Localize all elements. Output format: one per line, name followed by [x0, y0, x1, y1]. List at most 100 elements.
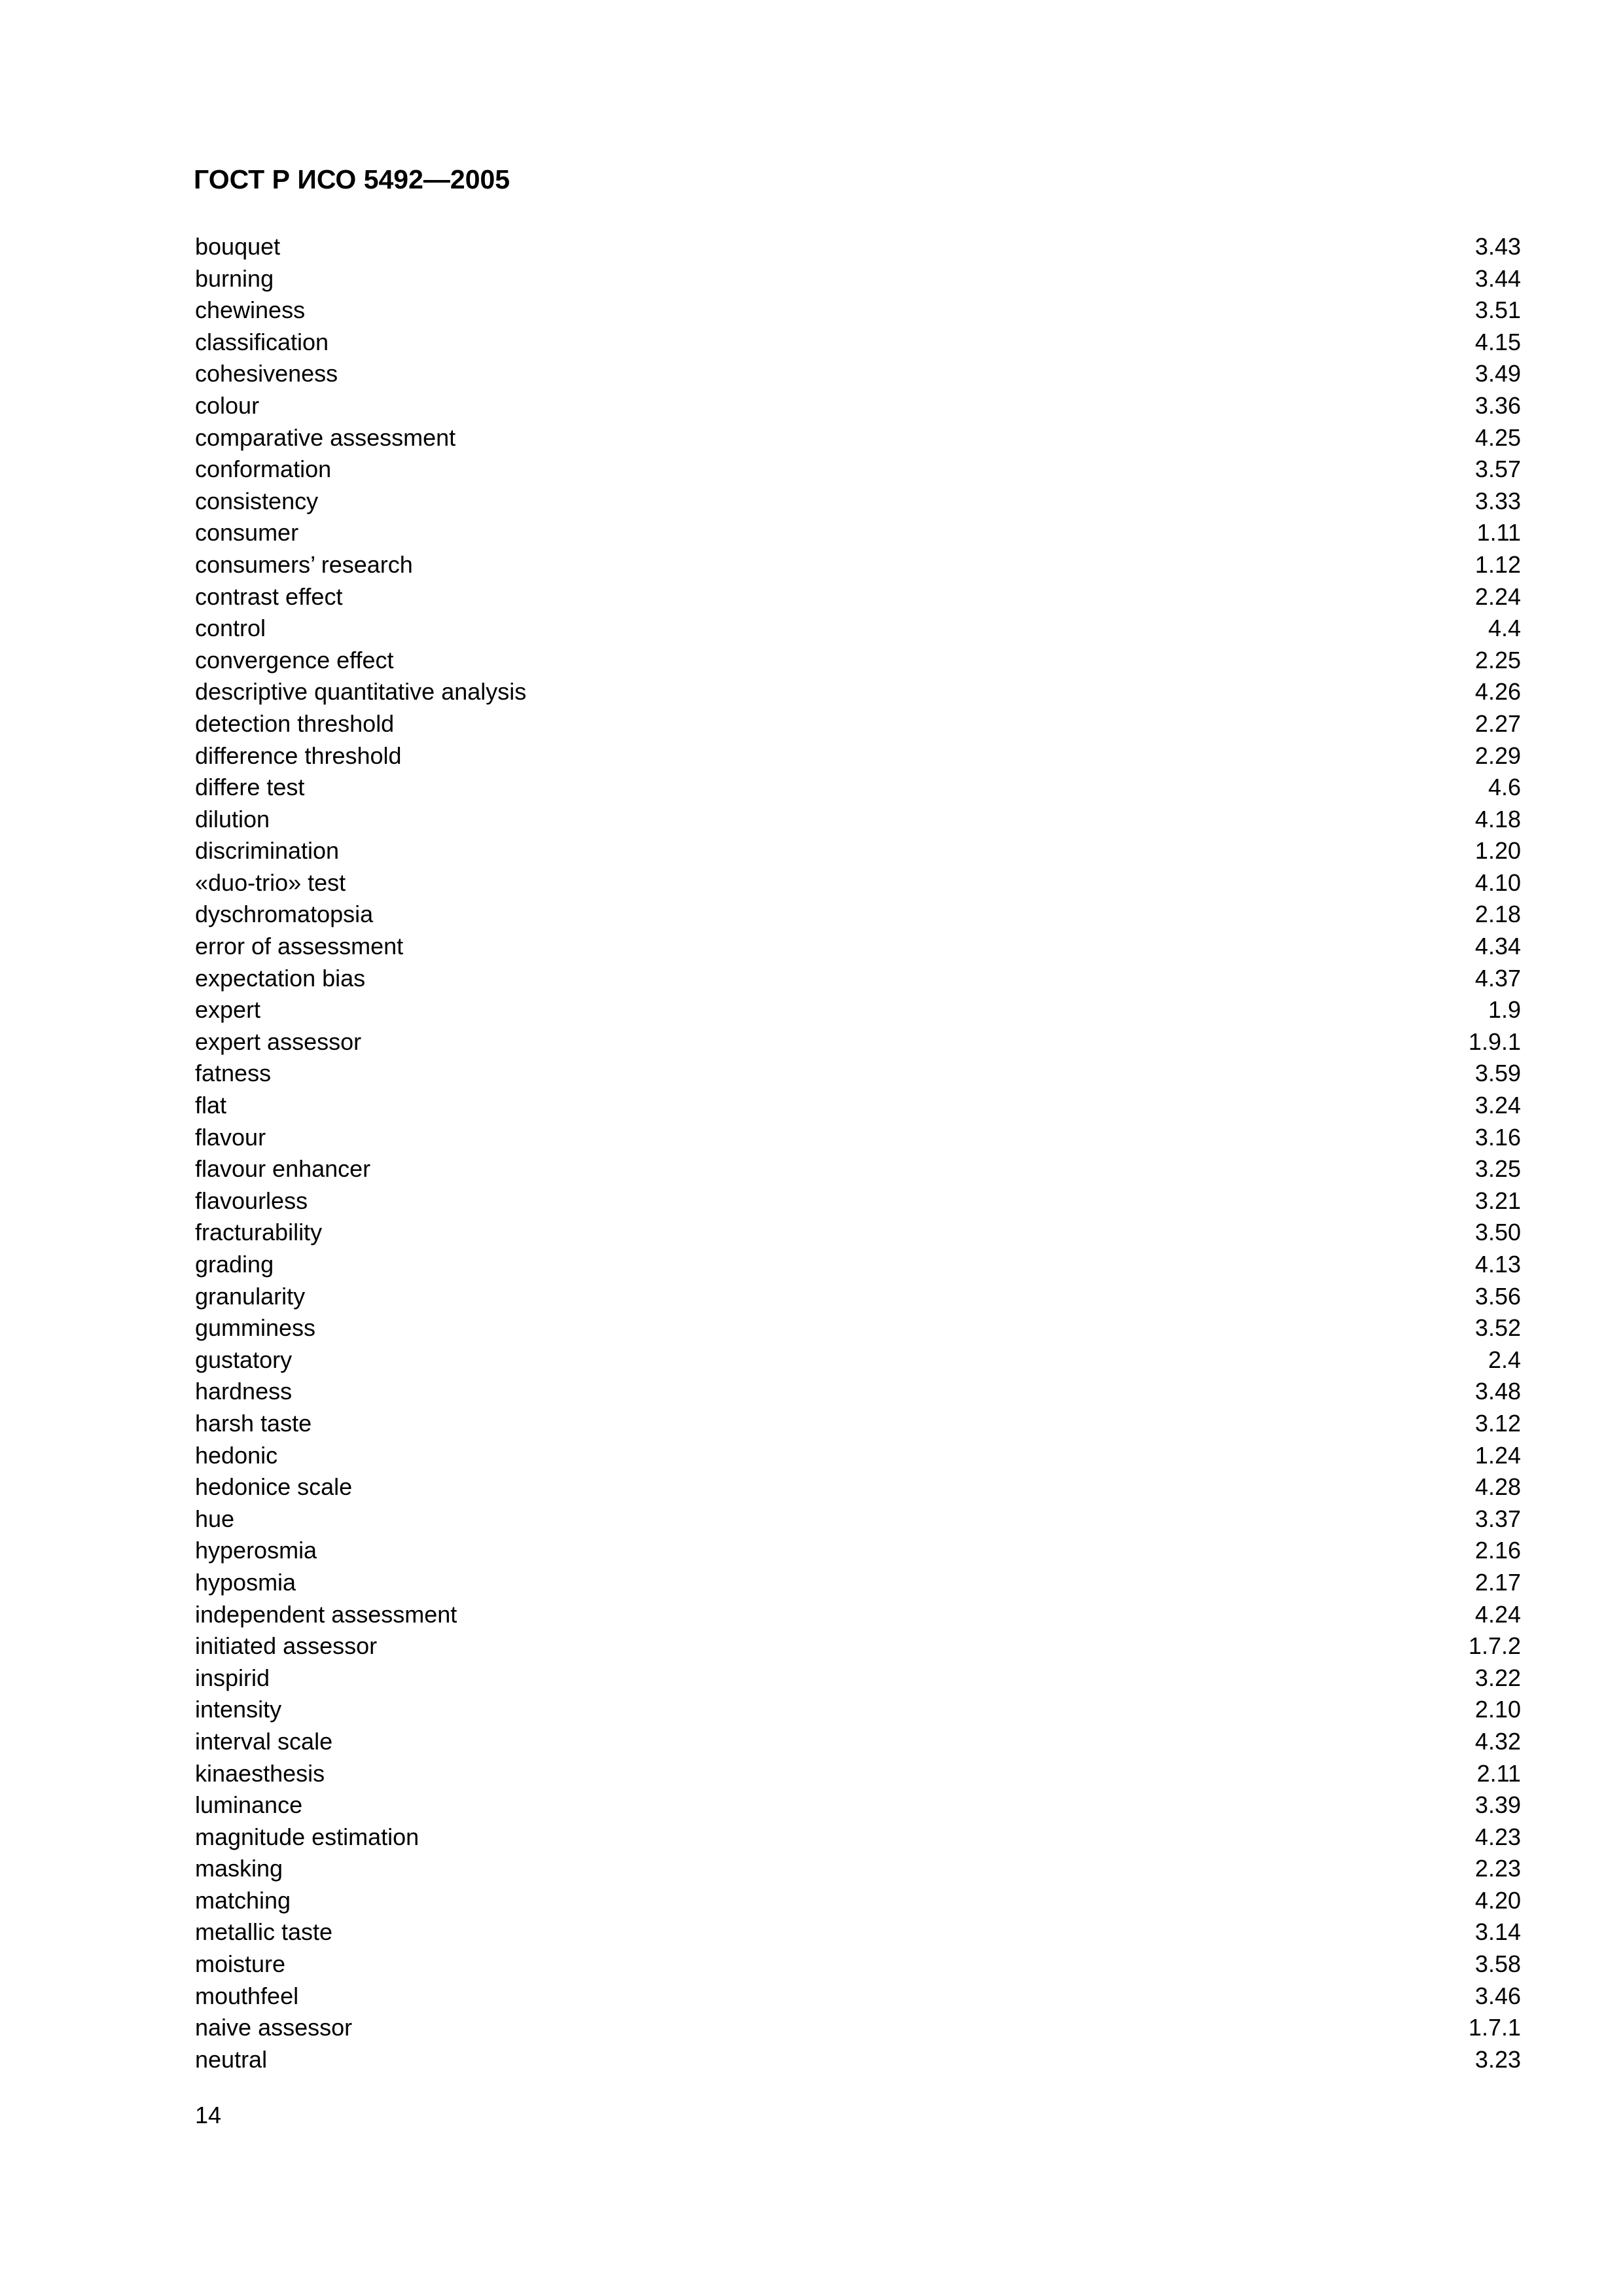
index-reference: 3.24 [1474, 1092, 1521, 1119]
index-reference: 3.52 [1474, 1314, 1521, 1342]
index-reference: 3.16 [1474, 1123, 1521, 1151]
index-entry: initiated assessor 1.7.2 [195, 1630, 1521, 1662]
index-term: cohesiveness [195, 360, 338, 387]
index-term: independent assessment [195, 1600, 457, 1628]
index-term: expert assessor [195, 1028, 362, 1055]
index-reference: 2.27 [1474, 709, 1521, 737]
index-term: masking [195, 1855, 283, 1882]
index-reference: 2.29 [1474, 742, 1521, 769]
index-reference: 4.4 [1488, 615, 1521, 642]
index-entry: gumminess 3.52 [195, 1312, 1521, 1344]
index-reference: 4.10 [1474, 869, 1521, 896]
index-term: differe test [195, 774, 305, 801]
index-entry: flavourless 3.21 [195, 1185, 1521, 1217]
index-entry: hyposmia 2.17 [195, 1567, 1521, 1599]
page-number: 14 [195, 2102, 222, 2128]
index-entry: neutral 3.23 [195, 2044, 1521, 2076]
index-term: metallic taste [195, 1918, 333, 1946]
index-entry: hedonic 1.24 [195, 1440, 1521, 1472]
index-term: expert [195, 996, 261, 1024]
index-entry: fracturability 3.50 [195, 1217, 1521, 1249]
index-reference: 3.14 [1474, 1918, 1521, 1946]
index-entry: granularity 3.56 [195, 1281, 1521, 1313]
index-term: consumer [195, 519, 299, 547]
index-reference: 3.46 [1474, 1982, 1521, 2009]
index-entry: «duo-trio» test 4.10 [195, 867, 1521, 899]
index-reference: 3.36 [1474, 391, 1521, 419]
index-entry: interval scale 4.32 [195, 1726, 1521, 1758]
index-term: consistency [195, 487, 319, 514]
index-term: dilution [195, 805, 270, 833]
index-entry: control 4.4 [195, 613, 1521, 645]
index-reference: 4.34 [1474, 933, 1521, 960]
index-reference: 2.10 [1474, 1696, 1521, 1723]
index-term: difference threshold [195, 742, 402, 769]
index-entry: matching 4.20 [195, 1885, 1521, 1917]
index-reference: 4.15 [1474, 328, 1521, 355]
index-term: chewiness [195, 296, 306, 324]
index-reference: 3.49 [1474, 360, 1521, 387]
index-entry: magnitude estimation 4.23 [195, 1821, 1521, 1854]
index-reference: 4.28 [1474, 1473, 1521, 1501]
index-term: flavourless [195, 1187, 308, 1214]
index-reference: 3.56 [1474, 1282, 1521, 1310]
index-term: flat [195, 1092, 227, 1119]
index-term: hedonice scale [195, 1473, 353, 1501]
index-term: gumminess [195, 1314, 316, 1342]
index-reference: 3.21 [1474, 1187, 1521, 1214]
index-reference: 3.58 [1474, 1950, 1521, 1978]
index-entry: masking 2.23 [195, 1853, 1521, 1885]
index-term: dyschromatopsia [195, 901, 374, 928]
index-reference: 2.11 [1476, 1759, 1521, 1787]
index-entry: hue 3.37 [195, 1503, 1521, 1535]
index-reference: 1.7.1 [1468, 2014, 1521, 2041]
index-term: classification [195, 328, 329, 355]
index-reference: 3.43 [1474, 233, 1521, 260]
index-term: matching [195, 1886, 291, 1914]
index-reference: 4.24 [1474, 1600, 1521, 1628]
index-term: luminance [195, 1791, 303, 1819]
index-term: neutral [195, 2045, 268, 2073]
index-entry: chewiness 3.51 [195, 295, 1521, 327]
index-entry: descriptive quantitative analysis 4.26 [195, 676, 1521, 708]
index-reference: 2.24 [1474, 583, 1521, 610]
index-term: inspirid [195, 1664, 270, 1691]
index-term: hyposmia [195, 1568, 296, 1596]
index-term: contrast effect [195, 583, 343, 610]
index-term: conformation [195, 456, 332, 483]
index-reference: 1.24 [1474, 1441, 1521, 1469]
index-entry: error of assessment 4.34 [195, 931, 1521, 963]
index-reference: 3.44 [1474, 264, 1521, 292]
index-entry: difference threshold 2.29 [195, 740, 1521, 772]
index-term: initiated assessor [195, 1632, 378, 1660]
index-reference: 3.12 [1474, 1409, 1521, 1437]
index-term: comparative assessment [195, 423, 456, 451]
index-term: mouthfeel [195, 1982, 299, 2009]
index-entry: kinaesthesis 2.11 [195, 1758, 1521, 1790]
index-entry: luminance 3.39 [195, 1789, 1521, 1821]
index-reference: 1.12 [1474, 550, 1521, 578]
index-entry: consumers’ research 1.12 [195, 549, 1521, 581]
index-reference: 3.39 [1474, 1791, 1521, 1819]
index-term: magnitude estimation [195, 1823, 419, 1850]
index-entry: convergence effect 2.25 [195, 645, 1521, 677]
index-term: flavour [195, 1123, 266, 1151]
index-reference: 3.59 [1474, 1060, 1521, 1087]
index-entry: flavour 3.16 [195, 1122, 1521, 1154]
index-term: detection threshold [195, 709, 395, 737]
index-term: intensity [195, 1696, 282, 1723]
index-term: fatness [195, 1060, 272, 1087]
index-term: moisture [195, 1950, 286, 1978]
index-reference: 3.57 [1474, 456, 1521, 483]
index-reference: 1.7.2 [1468, 1632, 1521, 1660]
index-entry: bouquet 3.43 [195, 231, 1521, 263]
index-list: bouquet 3.43 burning 3.44 chewiness 3.51 class… [195, 231, 1521, 2075]
index-entry: flavour enhancer 3.25 [195, 1153, 1521, 1185]
index-reference: 2.23 [1474, 1855, 1521, 1882]
index-entry: discrimination 1.20 [195, 835, 1521, 867]
index-reference: 3.37 [1474, 1505, 1521, 1532]
index-entry: hedonice scale 4.28 [195, 1471, 1521, 1503]
index-term: harsh taste [195, 1409, 312, 1437]
index-reference: 4.6 [1488, 774, 1521, 801]
index-term: gustatory [195, 1346, 293, 1373]
